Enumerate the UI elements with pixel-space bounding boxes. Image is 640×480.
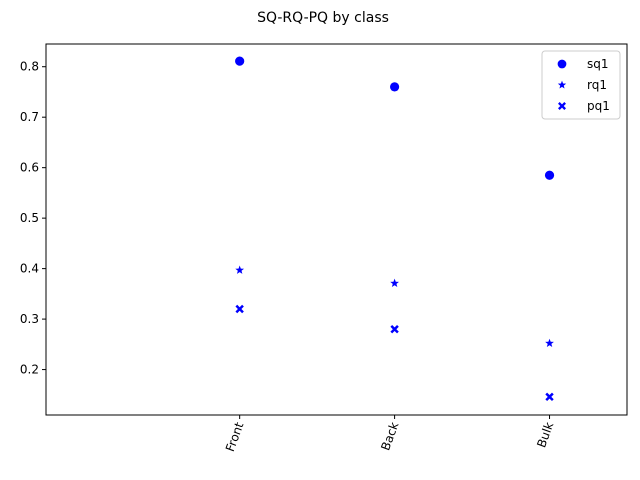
x-tick-label: Front xyxy=(223,420,247,454)
sq1-point-bulk xyxy=(544,170,555,180)
x-tick-label: Bulk xyxy=(534,420,556,449)
legend-marker-pq1 xyxy=(558,102,566,110)
pq1-point-front xyxy=(235,304,244,314)
legend: sq1 rq1 pq1 xyxy=(541,50,621,120)
rq1-point-back xyxy=(390,278,399,287)
y-tick-label: 0.6 xyxy=(20,161,39,175)
data-points xyxy=(235,56,555,402)
legend-marker-sq1 xyxy=(557,59,567,69)
pq1-point-bulk xyxy=(545,392,554,402)
legend-label-sq1: sq1 xyxy=(587,57,609,71)
pq1-point-back xyxy=(390,324,399,334)
y-tick-label: 0.8 xyxy=(20,60,39,74)
legend-label-rq1: rq1 xyxy=(587,78,607,92)
legend-marker-rq1 xyxy=(557,80,567,89)
rq1-point-bulk xyxy=(545,338,554,348)
y-tick-label: 0.4 xyxy=(20,262,39,276)
sq1-point-front xyxy=(235,56,245,66)
x-tick-label: Back xyxy=(378,420,401,452)
y-tick-label: 0.2 xyxy=(20,363,39,377)
legend-label-pq1: pq1 xyxy=(587,99,610,113)
y-tick-label: 0.5 xyxy=(20,211,39,225)
sq1-point-back xyxy=(390,82,400,92)
y-tick-label: 0.7 xyxy=(20,110,39,124)
chart-title: SQ-RQ-PQ by class xyxy=(257,10,389,26)
y-axis: 0.2 0.3 0.4 0.5 0.6 0.7 0.8 xyxy=(20,60,46,377)
y-tick-label: 0.3 xyxy=(20,312,39,326)
rq1-point-front xyxy=(235,265,245,274)
x-axis: Front Back Bulk xyxy=(223,415,556,454)
plot-frame xyxy=(45,43,628,416)
